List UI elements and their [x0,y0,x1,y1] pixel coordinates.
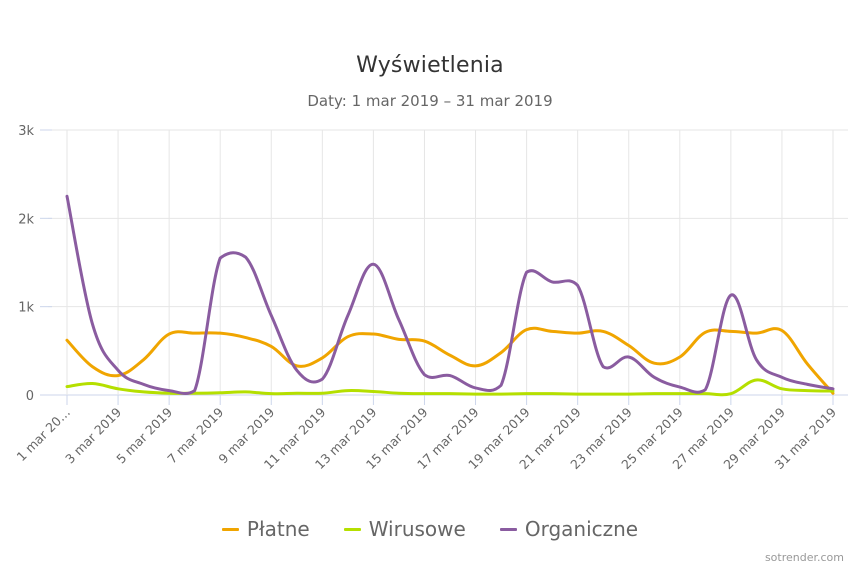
legend-label: Płatne [246,517,310,541]
legend-item-wirusowe[interactable]: Wirusowe [343,517,466,541]
chart-title: Wyświetlenia [356,53,504,78]
series-line-płatne[interactable] [65,326,835,395]
y-tick-label: 2k [18,212,34,227]
legend: Płatne Wirusowe Organiczne [0,517,860,541]
legend-swatch-icon [343,527,361,531]
legend-label: Wirusowe [368,517,466,541]
legend-label: Organiczne [524,517,639,541]
y-axis: 0 1k 2k 3k [18,124,52,404]
series-line-wirusowe[interactable] [65,378,835,397]
legend-swatch-icon [221,527,239,531]
credit-link[interactable]: sotrender.com [764,551,844,564]
series-lines [65,194,835,397]
legend-item-organiczne[interactable]: Organiczne [499,517,639,541]
y-tick-label: 0 [26,389,34,404]
y-tick-label: 1k [18,301,34,316]
legend-swatch-icon [499,527,517,531]
chart-subtitle: Daty: 1 mar 2019 – 31 mar 2019 [307,92,553,110]
legend-item-platne[interactable]: Płatne [221,517,310,541]
y-tick-label: 3k [18,124,34,139]
grid-vertical [66,130,834,395]
series-line-organiczne[interactable] [65,194,835,396]
